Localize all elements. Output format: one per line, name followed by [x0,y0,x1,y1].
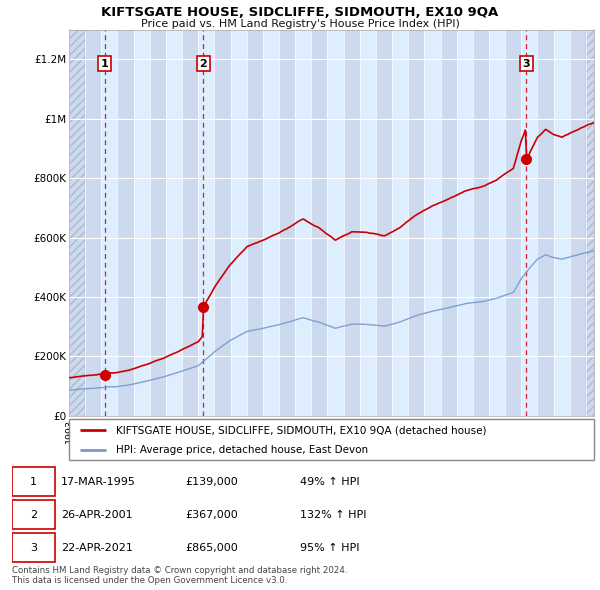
Text: Price paid vs. HM Land Registry's House Price Index (HPI): Price paid vs. HM Land Registry's House … [140,19,460,30]
Bar [554,30,570,416]
Text: 22-APR-2021: 22-APR-2021 [61,543,133,553]
Bar [586,30,594,416]
Text: 26-APR-2001: 26-APR-2001 [61,510,133,520]
FancyBboxPatch shape [69,419,594,460]
FancyBboxPatch shape [12,467,55,496]
FancyBboxPatch shape [12,533,55,562]
Bar [118,30,134,416]
Bar [424,30,440,416]
Text: £139,000: £139,000 [185,477,238,487]
Bar [295,30,311,416]
Text: Contains HM Land Registry data © Crown copyright and database right 2024.
This d: Contains HM Land Registry data © Crown c… [12,566,347,585]
Text: 1: 1 [101,58,109,68]
Bar [166,30,182,416]
Bar [214,30,230,416]
Text: £865,000: £865,000 [185,543,238,553]
Text: 132% ↑ HPI: 132% ↑ HPI [300,510,367,520]
Text: KIFTSGATE HOUSE, SIDCLIFFE, SIDMOUTH, EX10 9QA (detached house): KIFTSGATE HOUSE, SIDCLIFFE, SIDMOUTH, EX… [116,425,487,435]
Bar [505,30,521,416]
Bar [457,30,473,416]
Text: HPI: Average price, detached house, East Devon: HPI: Average price, detached house, East… [116,445,368,455]
Bar [473,30,489,416]
Text: 2: 2 [200,58,207,68]
Bar [69,30,85,416]
Bar [311,30,328,416]
Bar [440,30,457,416]
Bar [279,30,295,416]
Bar [101,30,118,416]
Text: £367,000: £367,000 [185,510,238,520]
Bar [230,30,247,416]
Bar [247,30,263,416]
Bar [344,30,360,416]
Bar [150,30,166,416]
Text: KIFTSGATE HOUSE, SIDCLIFFE, SIDMOUTH, EX10 9QA: KIFTSGATE HOUSE, SIDCLIFFE, SIDMOUTH, EX… [101,6,499,19]
Bar [392,30,408,416]
Bar [85,30,101,416]
Text: 3: 3 [523,58,530,68]
Bar [376,30,392,416]
Bar [198,30,214,416]
Text: 95% ↑ HPI: 95% ↑ HPI [300,543,359,553]
Text: 17-MAR-1995: 17-MAR-1995 [61,477,136,487]
Bar [586,30,594,416]
Bar [570,30,586,416]
Bar [489,30,505,416]
Bar [134,30,150,416]
Bar [328,30,344,416]
Bar [263,30,279,416]
Bar [538,30,554,416]
Text: 49% ↑ HPI: 49% ↑ HPI [300,477,359,487]
Text: 2: 2 [30,510,37,520]
FancyBboxPatch shape [12,500,55,529]
Bar [182,30,198,416]
Bar [408,30,424,416]
Bar [69,30,85,416]
Text: 3: 3 [30,543,37,553]
Text: 1: 1 [30,477,37,487]
Bar [521,30,538,416]
Bar [360,30,376,416]
